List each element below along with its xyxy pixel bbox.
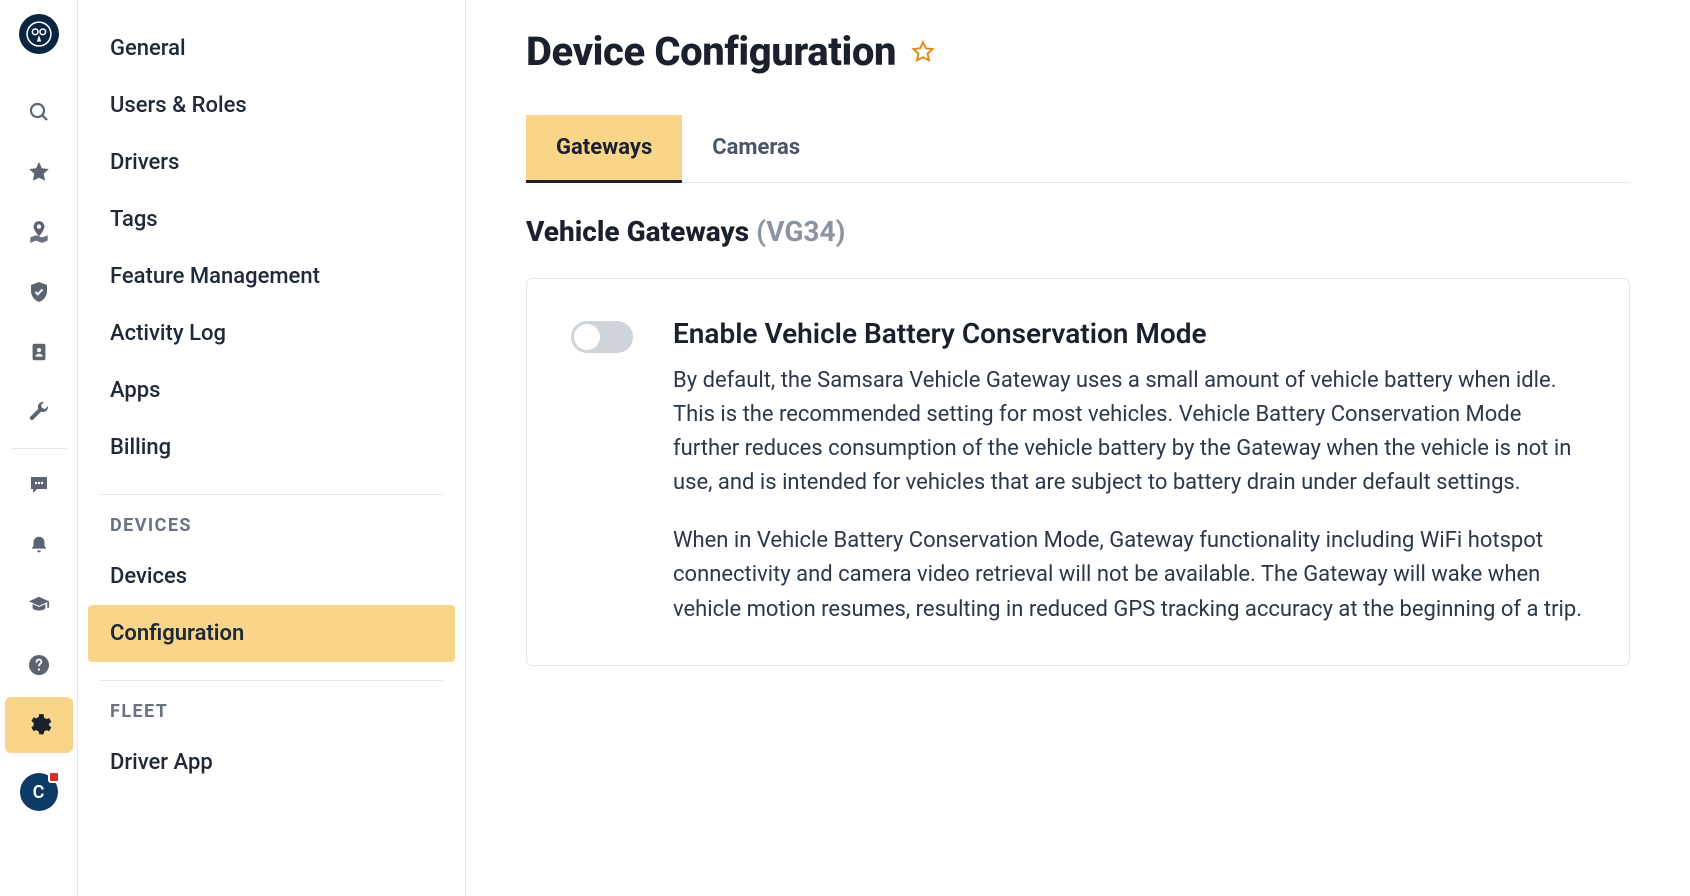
sidebar-group-fleet: FLEET bbox=[88, 681, 455, 734]
section-heading: Vehicle Gateways (VG34) bbox=[526, 215, 1630, 248]
user-avatar[interactable]: C bbox=[20, 773, 58, 811]
tabs: Gateways Cameras bbox=[526, 115, 1630, 183]
sidebar-item-apps[interactable]: Apps bbox=[88, 362, 455, 419]
sidebar-item-configuration[interactable]: Configuration bbox=[88, 605, 455, 662]
setting-description-2: When in Vehicle Battery Conservation Mod… bbox=[673, 524, 1585, 626]
icon-rail: C bbox=[0, 0, 78, 896]
rail-compliance[interactable] bbox=[5, 264, 73, 320]
tab-gateways[interactable]: Gateways bbox=[526, 115, 682, 183]
tab-cameras[interactable]: Cameras bbox=[682, 115, 830, 182]
sidebar-item-general[interactable]: General bbox=[88, 20, 455, 77]
favorite-star-button[interactable] bbox=[910, 39, 936, 65]
sidebar-item-billing[interactable]: Billing bbox=[88, 419, 455, 476]
rail-training[interactable] bbox=[5, 577, 73, 633]
sidebar-item-activity-log[interactable]: Activity Log bbox=[88, 305, 455, 362]
notification-dot bbox=[48, 771, 60, 783]
sidebar-group-devices: DEVICES bbox=[88, 495, 455, 548]
help-icon bbox=[27, 653, 51, 677]
sidebar-item-devices[interactable]: Devices bbox=[88, 548, 455, 605]
rail-favorites[interactable] bbox=[5, 144, 73, 200]
rail-badge[interactable] bbox=[5, 324, 73, 380]
sidebar-item-driver-app[interactable]: Driver App bbox=[88, 734, 455, 791]
star-icon bbox=[27, 160, 51, 184]
rail-map[interactable] bbox=[5, 204, 73, 260]
setting-description-1: By default, the Samsara Vehicle Gateway … bbox=[673, 364, 1585, 500]
setting-title: Enable Vehicle Battery Conservation Mode bbox=[673, 317, 1585, 350]
rail-settings[interactable] bbox=[5, 697, 73, 753]
sidebar-item-tags[interactable]: Tags bbox=[88, 191, 455, 248]
settings-sidebar: General Users & Roles Drivers Tags Featu… bbox=[78, 0, 466, 896]
id-badge-icon bbox=[28, 340, 50, 364]
rail-help[interactable] bbox=[5, 637, 73, 693]
sidebar-item-drivers[interactable]: Drivers bbox=[88, 134, 455, 191]
rail-maintenance[interactable] bbox=[5, 384, 73, 440]
section-heading-sub: (VG34) bbox=[756, 215, 845, 248]
toggle-battery-conservation[interactable] bbox=[571, 321, 633, 353]
section-heading-main: Vehicle Gateways bbox=[526, 215, 749, 248]
graduation-cap-icon bbox=[26, 594, 52, 616]
toggle-knob bbox=[574, 324, 600, 350]
map-pin-icon bbox=[26, 219, 52, 245]
sidebar-item-feature-management[interactable]: Feature Management bbox=[88, 248, 455, 305]
shield-check-icon bbox=[27, 280, 51, 304]
bell-icon bbox=[28, 533, 50, 557]
app-logo[interactable] bbox=[19, 14, 59, 54]
chat-icon bbox=[27, 473, 51, 497]
setting-card-battery-conservation: Enable Vehicle Battery Conservation Mode… bbox=[526, 278, 1630, 666]
star-outline-icon bbox=[910, 39, 936, 65]
rail-chat[interactable] bbox=[5, 457, 73, 513]
avatar-letter: C bbox=[33, 782, 45, 803]
rail-notifications[interactable] bbox=[5, 517, 73, 573]
gear-icon bbox=[26, 712, 52, 738]
sidebar-item-users-roles[interactable]: Users & Roles bbox=[88, 77, 455, 134]
search-icon bbox=[27, 100, 51, 124]
rail-search[interactable] bbox=[5, 84, 73, 140]
owl-logo-icon bbox=[26, 21, 52, 47]
page-title: Device Configuration bbox=[526, 28, 896, 75]
wrench-icon bbox=[27, 400, 51, 424]
rail-divider bbox=[11, 448, 67, 449]
main-content: Device Configuration Gateways Cameras Ve… bbox=[466, 0, 1690, 896]
